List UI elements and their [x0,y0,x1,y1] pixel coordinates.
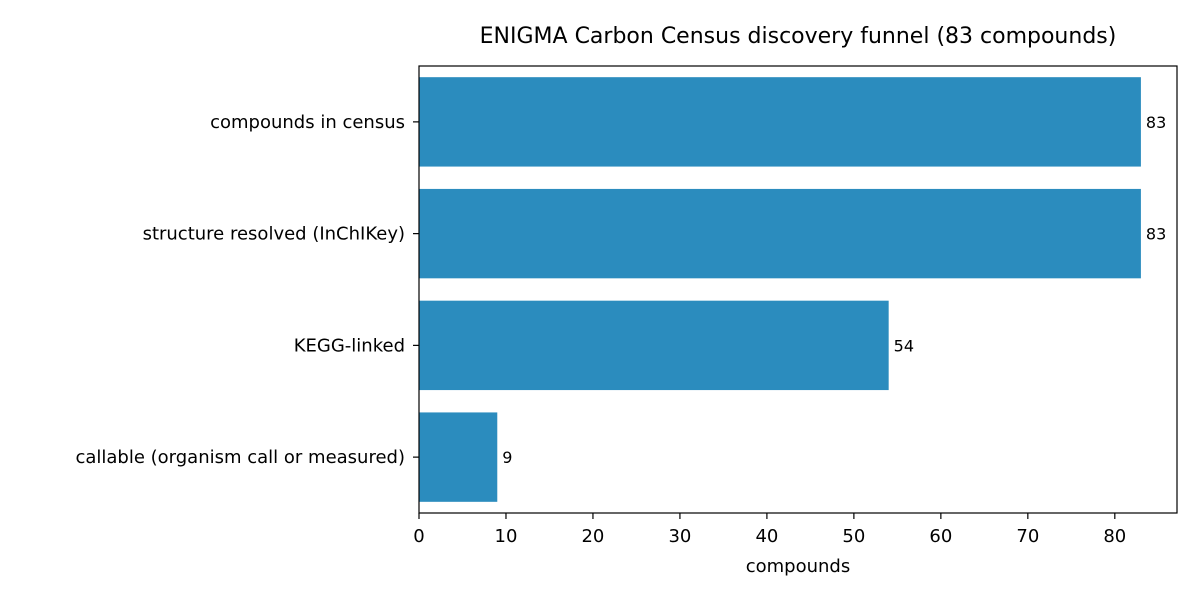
x-tick-label: 50 [842,526,865,547]
bar [419,412,498,502]
y-tick-label: compounds in census [210,112,405,133]
data-label: 83 [1146,225,1166,244]
y-tick-label: KEGG-linked [294,335,405,356]
data-label: 54 [894,336,914,355]
x-tick-label: 80 [1103,526,1126,547]
bars-layer: 83 83 54 9 [419,77,1166,502]
x-tick-label: 0 [413,526,424,547]
x-tick-label: 60 [929,526,952,547]
x-axis-label: compounds [746,556,851,577]
axes-layer: compounds in census structure resolved (I… [75,65,1178,547]
x-tick-label: 70 [1016,526,1039,547]
x-tick-label: 20 [581,526,604,547]
y-tick-label: callable (organism call or measured) [75,447,405,468]
y-tick-label: structure resolved (InChIKey) [143,224,405,245]
x-tick-label: 40 [755,526,778,547]
bar [419,77,1141,167]
bar [419,300,889,391]
bar [419,188,1141,279]
x-tick-label: 30 [668,526,691,547]
data-label: 83 [1146,113,1166,132]
plot-frame [418,65,1178,514]
data-label: 9 [502,448,512,467]
chart-title: ENIGMA Carbon Census discovery funnel (8… [480,24,1117,49]
x-tick-label: 10 [495,526,518,547]
